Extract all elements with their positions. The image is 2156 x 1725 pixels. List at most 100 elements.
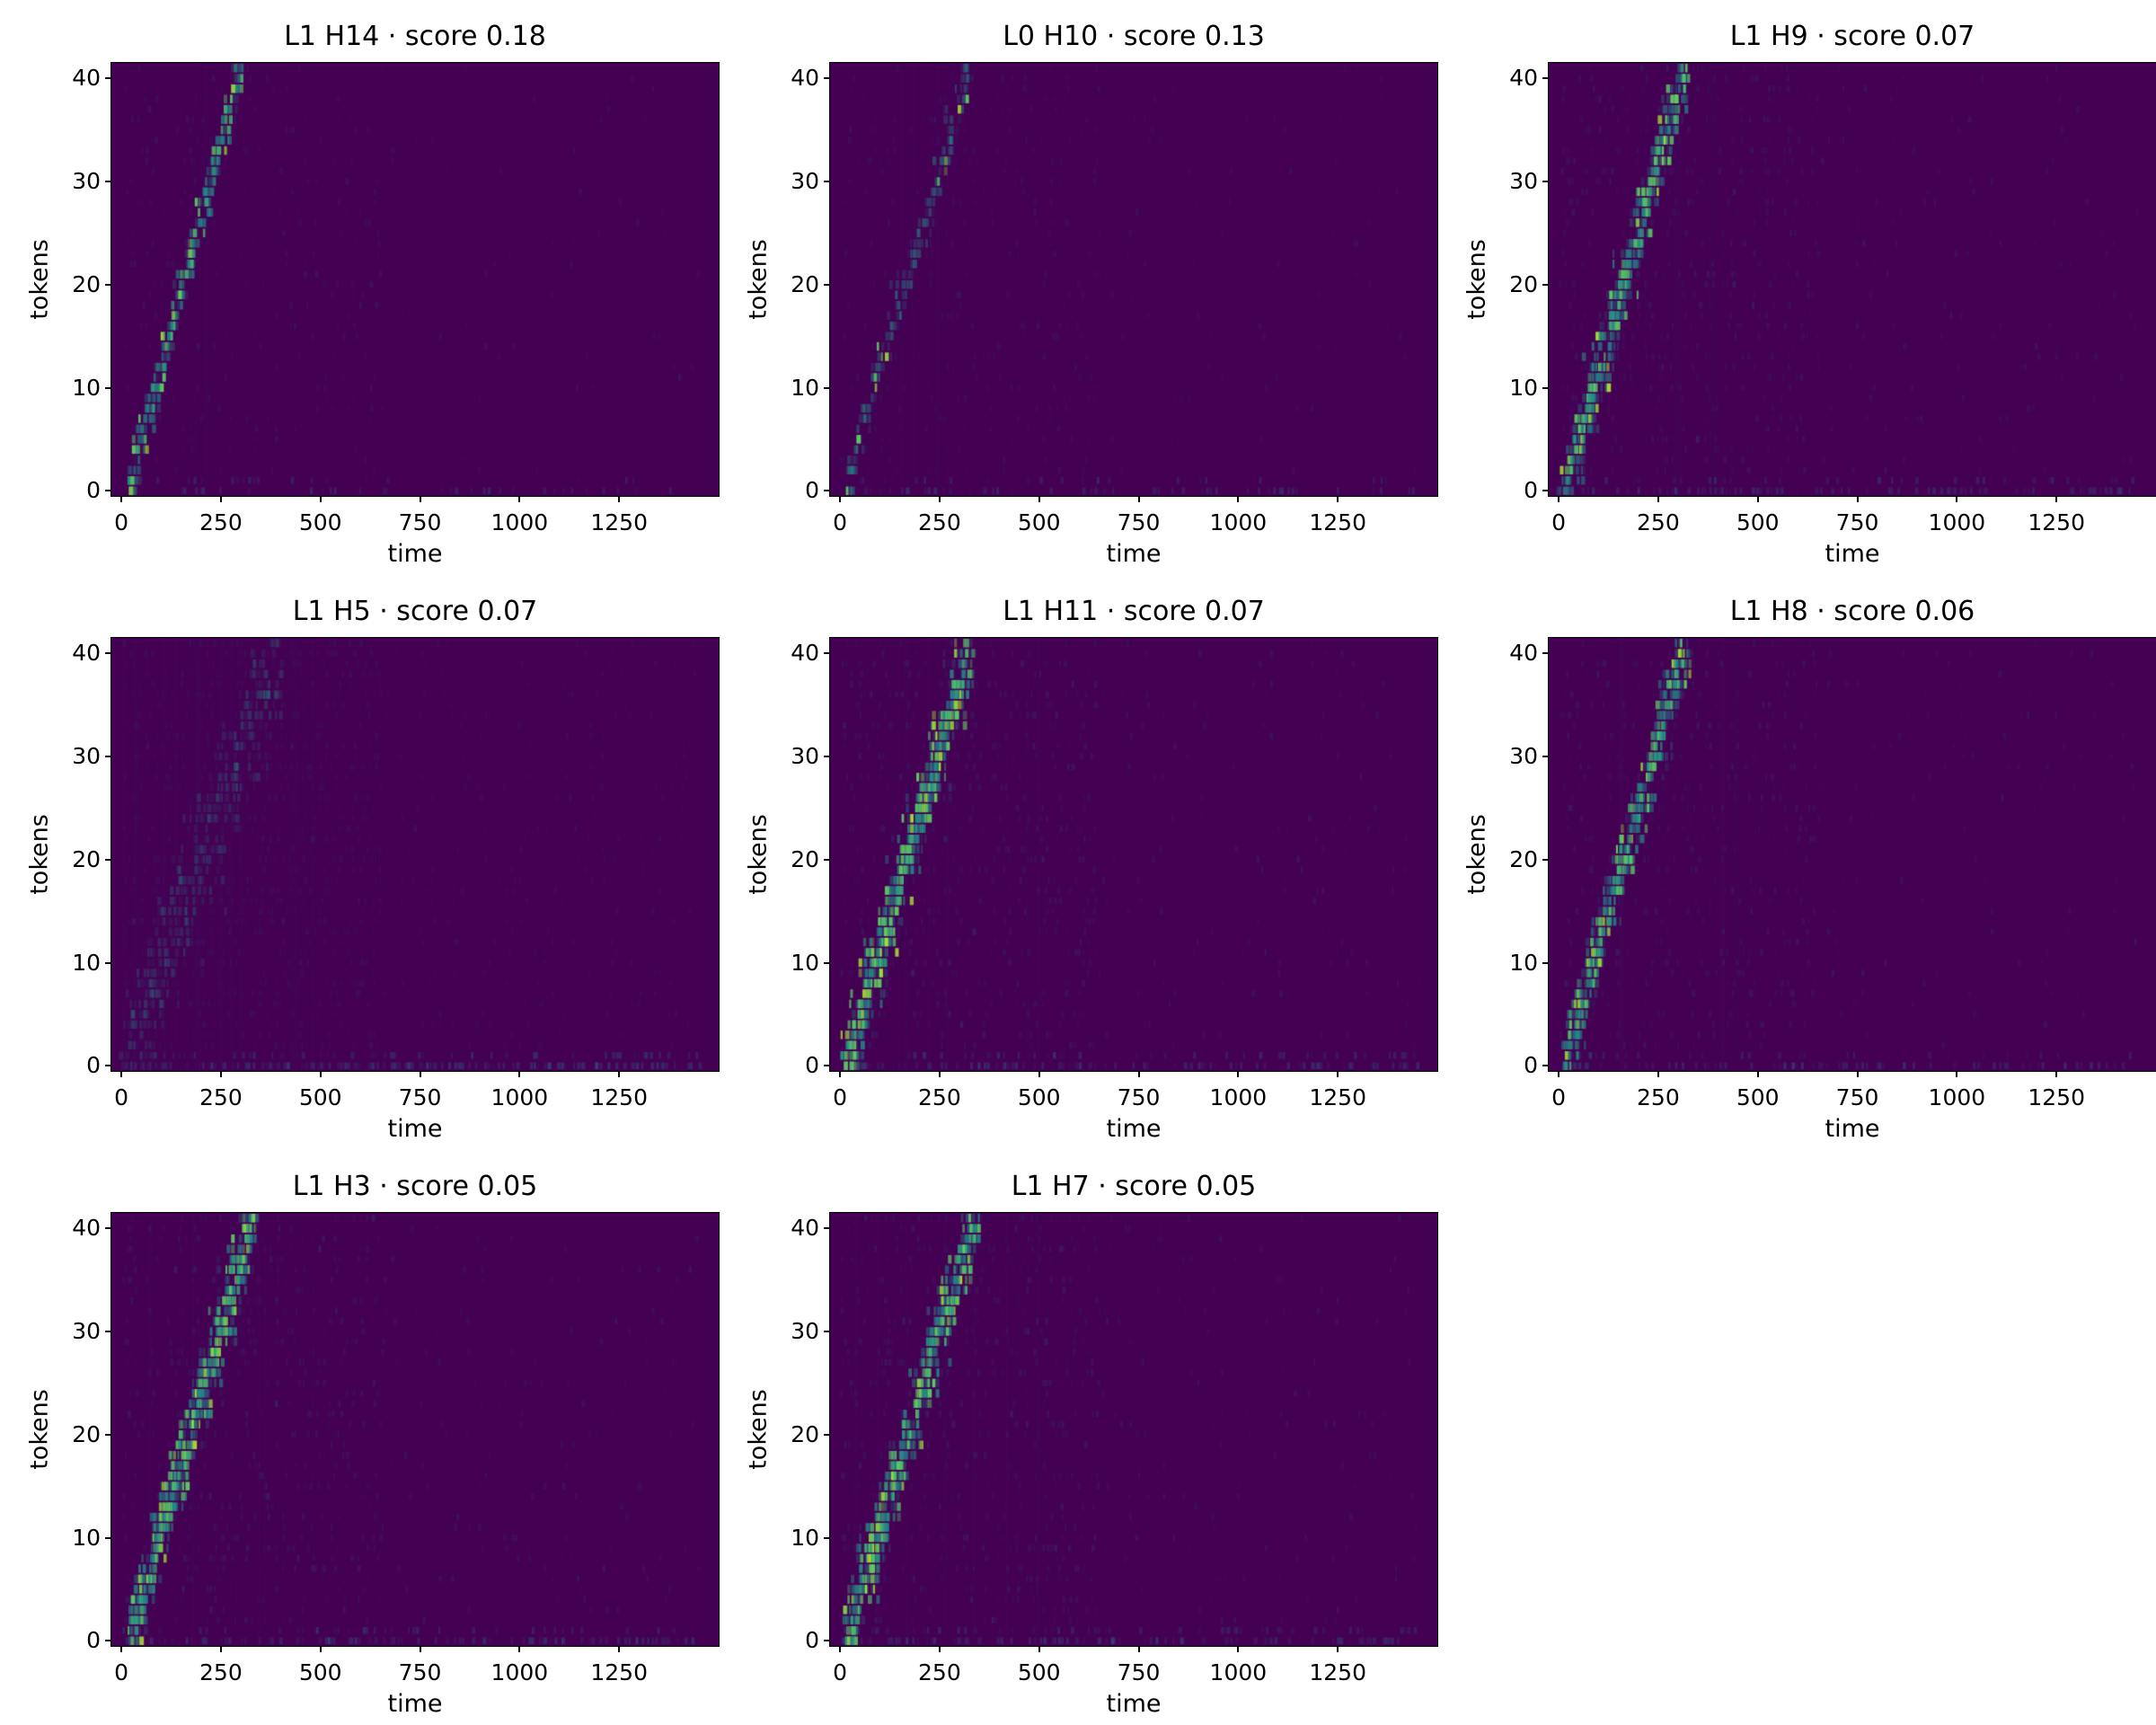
x-tick-mark [938, 496, 941, 502]
x-tick-mark [518, 1646, 521, 1652]
y-tick-mark [824, 386, 830, 389]
subplot-panel: L0 H10 · score 0.13 tokens time 0 250 500 7… [719, 0, 1438, 575]
x-axis-label: time [1106, 540, 1162, 568]
heatmap-plot-area [829, 637, 1438, 1072]
y-tick-mark [824, 961, 830, 964]
heatmap-plot-area [110, 637, 720, 1072]
y-tick-mark [824, 652, 830, 655]
y-tick-label: 20 [791, 1420, 819, 1447]
subplot-panel: L1 H3 · score 0.05 tokens time 0 250 500 75… [0, 1150, 720, 1725]
x-tick-mark [1237, 1646, 1240, 1652]
y-tick-label: 10 [791, 949, 819, 976]
heatmap-plot-area [1548, 62, 2156, 497]
x-tick-label: 1250 [2028, 1084, 2085, 1110]
x-tick-label: 1250 [2028, 509, 2085, 535]
y-tick-label: 40 [791, 640, 819, 667]
heatmap-plot-area [829, 1212, 1438, 1647]
y-tick-mark [1542, 180, 1549, 182]
y-tick-mark [824, 180, 830, 182]
heatmap-canvas [1549, 63, 2156, 496]
subplot-title: L1 H9 · score 0.07 [1729, 21, 1975, 52]
y-tick-mark [1542, 386, 1549, 389]
y-tick-label: 30 [72, 167, 101, 194]
y-tick-label: 0 [805, 477, 819, 504]
x-tick-label: 250 [918, 1084, 961, 1110]
subplot-panel: L1 H5 · score 0.07 tokens time 0 250 500 75… [0, 575, 720, 1150]
subplot-panel: L1 H7 · score 0.05 tokens time 0 250 500 75… [719, 1150, 1438, 1725]
x-tick-mark [1657, 1071, 1659, 1077]
y-tick-label: 20 [1509, 270, 1538, 297]
y-tick-mark [105, 386, 111, 389]
x-tick-label: 0 [833, 1084, 848, 1110]
x-tick-label: 0 [114, 1659, 129, 1685]
x-tick-label: 750 [1117, 509, 1161, 535]
x-tick-mark [518, 496, 521, 502]
subplot-title: L1 H8 · score 0.06 [1729, 596, 1975, 627]
x-tick-label: 1000 [490, 1659, 549, 1685]
x-axis-label: time [1106, 1690, 1162, 1718]
x-tick-mark [938, 1071, 941, 1077]
x-tick-label: 1000 [1209, 509, 1268, 535]
y-tick-mark [105, 1227, 111, 1230]
x-tick-label: 1000 [1928, 509, 1986, 535]
x-tick-mark [1137, 1646, 1140, 1652]
y-tick-mark [105, 652, 111, 655]
x-axis-label: time [387, 540, 443, 568]
x-axis-label: time [1825, 540, 1880, 568]
y-tick-label: 20 [791, 270, 819, 297]
x-tick-mark [1038, 496, 1040, 502]
y-tick-label: 20 [791, 845, 819, 872]
x-tick-mark [1756, 1071, 1759, 1077]
subplot-title: L1 H7 · score 0.05 [1011, 1171, 1257, 1202]
y-tick-label: 0 [1524, 1052, 1538, 1079]
y-tick-mark [1542, 77, 1549, 80]
y-tick-mark [1542, 652, 1549, 655]
x-tick-label: 500 [1017, 509, 1061, 535]
x-tick-label: 250 [1637, 509, 1680, 535]
x-tick-mark [1337, 1071, 1339, 1077]
x-tick-label: 0 [833, 509, 848, 535]
y-tick-mark [824, 1536, 830, 1539]
x-tick-mark [1558, 1071, 1560, 1077]
y-tick-label: 10 [791, 1524, 819, 1551]
x-tick-label: 250 [199, 509, 243, 535]
heatmap-plot-area [110, 1212, 720, 1647]
x-tick-label: 250 [918, 509, 961, 535]
y-tick-label: 10 [72, 374, 101, 401]
x-tick-mark [1856, 1071, 1859, 1077]
y-tick-mark [105, 180, 111, 182]
y-tick-mark [1542, 961, 1549, 964]
subplot-title: L1 H11 · score 0.07 [1003, 596, 1265, 627]
x-tick-mark [839, 496, 842, 502]
x-tick-label: 750 [398, 509, 442, 535]
y-tick-label: 30 [1509, 742, 1538, 769]
x-tick-label: 1250 [1309, 1659, 1366, 1685]
y-tick-mark [105, 1640, 111, 1642]
heatmap-plot-area [1548, 637, 2156, 1072]
x-tick-label: 1250 [1309, 509, 1366, 535]
y-tick-label: 20 [1509, 845, 1538, 872]
x-tick-mark [120, 1646, 123, 1652]
y-tick-label: 20 [72, 270, 101, 297]
x-tick-mark [839, 1646, 842, 1652]
x-axis-label: time [1825, 1115, 1880, 1143]
x-tick-label: 1250 [1309, 1084, 1366, 1110]
x-tick-mark [1137, 496, 1140, 502]
subplot-panel: L1 H9 · score 0.07 tokens time 0 250 500 75… [1437, 0, 2156, 575]
y-tick-label: 40 [791, 65, 819, 92]
x-tick-label: 500 [1736, 509, 1780, 535]
x-tick-mark [1237, 496, 1240, 502]
x-tick-mark [219, 496, 222, 502]
y-tick-label: 30 [791, 742, 819, 769]
x-tick-label: 750 [1117, 1084, 1161, 1110]
x-tick-label: 1000 [490, 1084, 549, 1110]
y-tick-mark [105, 490, 111, 492]
x-tick-mark [219, 1646, 222, 1652]
x-tick-mark [1337, 496, 1339, 502]
x-tick-label: 0 [114, 509, 129, 535]
y-tick-mark [105, 77, 111, 80]
y-tick-label: 40 [72, 65, 101, 92]
y-tick-mark [105, 283, 111, 286]
x-tick-mark [319, 496, 322, 502]
y-tick-mark [105, 755, 111, 757]
